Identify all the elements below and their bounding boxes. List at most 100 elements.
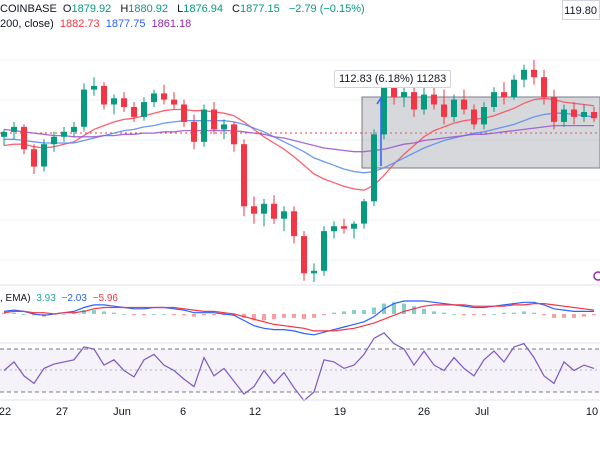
macd-histogram-bar (462, 314, 466, 316)
candle-body (191, 121, 197, 142)
macd-histogram-bar (452, 314, 456, 315)
macd-histogram-bar (412, 306, 416, 314)
candle-body (291, 211, 297, 237)
rsi-pane[interactable] (3, 332, 595, 402)
macd-histogram-bar (212, 314, 216, 316)
macd-histogram-bar (372, 307, 376, 314)
candle-body (241, 144, 247, 207)
macd-histogram-bar (352, 310, 356, 314)
macd-histogram-bar (232, 314, 236, 316)
macd-histogram-bar (242, 314, 246, 318)
candle-body (301, 236, 307, 274)
horizontal-grid (0, 59, 600, 261)
candle-body (461, 99, 467, 110)
candle-body (31, 149, 37, 167)
macd-histogram-value: 3.93 (36, 293, 56, 304)
candle-body (371, 134, 377, 202)
macd-histogram-bar (172, 314, 176, 316)
time-axis-label: 6 (179, 406, 187, 418)
macd-histogram-bar (312, 314, 316, 318)
macd-signal-line (3, 303, 595, 332)
candle-body (211, 109, 217, 130)
ma-mid-value: 1877.75 (105, 18, 146, 30)
macd-pane[interactable] (2, 300, 596, 336)
ma-legend-prefix: 200, close) (0, 18, 54, 30)
price-axis-tag: 119.80 (562, 0, 600, 20)
candle-body (21, 126, 27, 150)
macd-histogram-bar (272, 314, 276, 320)
macd-histogram-bar (422, 308, 426, 314)
candle-body (111, 98, 117, 105)
macd-histogram-bar (122, 314, 126, 315)
candle-body (1, 131, 7, 137)
macd-legend: , EMA) 3.93 −2.03 −5.96 (0, 292, 121, 306)
macd-histogram-bar (152, 314, 156, 315)
candle-body (361, 201, 367, 224)
candle-body (411, 92, 417, 110)
candle-body (311, 270, 317, 274)
candle-body (561, 109, 567, 122)
candle-body (171, 99, 177, 105)
candle-body (491, 92, 497, 107)
macd-histogram-bar (542, 314, 546, 316)
time-axis-label: 22 (0, 406, 12, 418)
macd-histogram-bar (432, 311, 436, 314)
ohlc-low: L1876.94 (177, 3, 223, 15)
candle-body (181, 104, 187, 122)
candle-body (131, 107, 137, 117)
macd-histogram-bar (482, 314, 486, 316)
candle-body (41, 144, 47, 167)
candle-body (281, 211, 287, 219)
candle-body (61, 131, 67, 137)
candles (1, 59, 597, 282)
macd-histogram-bar (572, 314, 576, 318)
macd-histogram-bar (2, 312, 6, 314)
candle-body (401, 92, 407, 98)
macd-histogram-bar (522, 311, 526, 314)
macd-histogram-bar (222, 314, 226, 316)
time-axis-label: 10 (585, 406, 599, 418)
candle-body (481, 107, 487, 125)
macd-histogram-bar (552, 314, 556, 318)
alert-marker[interactable] (593, 271, 600, 281)
macd-histogram-bar (442, 312, 446, 314)
macd-histogram-bar (262, 314, 266, 321)
ma-fast-value: 1882.73 (59, 18, 100, 30)
macd-histogram-bar (392, 302, 396, 314)
candle-body (421, 94, 427, 110)
macd-histogram-bar (322, 314, 326, 316)
candle-body (271, 203, 277, 219)
candle-body (231, 124, 237, 145)
time-axis-label: 19 (333, 406, 347, 418)
macd-histogram-bar (252, 314, 256, 321)
candle-body (81, 89, 87, 127)
candle-body (221, 124, 227, 130)
macd-histogram-bar (162, 314, 166, 315)
candle-body (431, 94, 437, 105)
candle-body (351, 223, 357, 229)
time-axis-label: 26 (417, 406, 431, 418)
candle-body (201, 109, 207, 142)
macd-histogram-bar (502, 312, 506, 314)
macd-histogram-bar (362, 310, 366, 314)
macd-histogram-bar (492, 314, 496, 315)
macd-histogram-bar (12, 312, 16, 314)
macd-histogram-bar (472, 314, 476, 316)
moving-averages (3, 97, 595, 191)
range-measure-label: 112.83 (6.18%) 11283 (334, 70, 452, 88)
macd-signal-value: −5.96 (92, 293, 118, 304)
macd-histogram-bar (282, 314, 286, 318)
candle-body (331, 226, 337, 232)
ma-slow-value: 1861.18 (151, 18, 192, 30)
candle-body (471, 109, 477, 125)
macd-histogram-bar (592, 314, 596, 316)
macd-histogram-bar (582, 314, 586, 317)
candle-body (151, 93, 157, 103)
candle-body (451, 99, 457, 117)
ma_fast-line (3, 97, 595, 191)
candle-body (11, 126, 17, 132)
time-axis-label: Jun (113, 406, 131, 418)
macd-histogram-bar (112, 312, 116, 314)
macd-histogram-bar (292, 314, 296, 318)
